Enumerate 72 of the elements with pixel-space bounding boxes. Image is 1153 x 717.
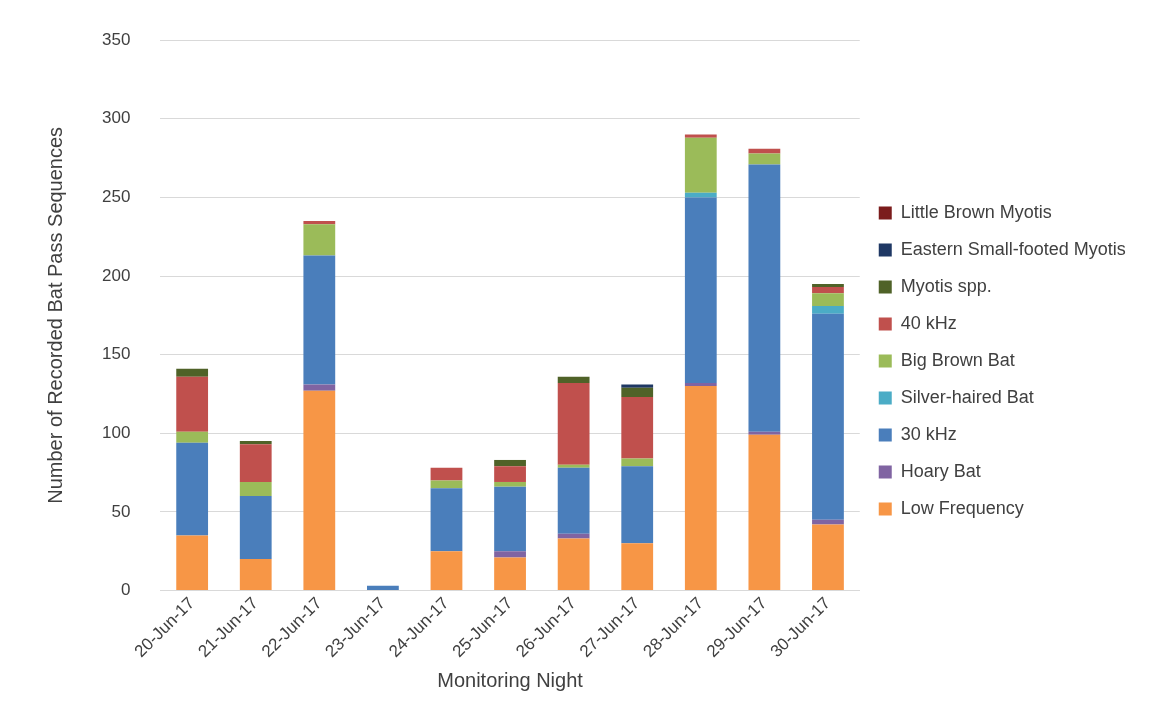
bar	[748, 434, 781, 590]
bar	[239, 481, 272, 497]
bar	[494, 459, 526, 467]
bar	[303, 221, 336, 225]
bar	[748, 153, 781, 165]
bar	[430, 488, 463, 552]
bar	[557, 533, 590, 539]
bar	[621, 466, 654, 544]
bar	[176, 431, 209, 443]
legend-label: 30 kHz	[900, 423, 957, 444]
legend-label: Big Brown Bat	[900, 349, 1015, 370]
bar	[176, 442, 209, 536]
bar	[621, 397, 654, 459]
bar	[494, 466, 526, 482]
bar	[621, 387, 654, 398]
y-tick-label: 350	[101, 29, 131, 49]
legend-label: 40 kHz	[900, 312, 957, 333]
bar	[176, 368, 209, 377]
bar	[494, 551, 526, 558]
x-axis-title: Monitoring Night	[437, 668, 584, 691]
bar	[621, 384, 654, 388]
bar	[430, 480, 463, 489]
bar	[557, 538, 590, 590]
bar	[557, 467, 590, 534]
y-tick-label: 0	[120, 580, 131, 600]
bar	[684, 137, 717, 193]
bar	[367, 585, 399, 590]
bar	[684, 386, 717, 590]
y-tick-label: 100	[101, 422, 131, 442]
legend-label: Silver-haired Bat	[900, 386, 1034, 407]
bar	[684, 197, 717, 383]
legend-label: Little Brown Myotis	[900, 201, 1052, 222]
bar	[684, 382, 717, 387]
bar	[303, 224, 336, 256]
bar	[621, 543, 654, 590]
bar	[621, 458, 654, 467]
bar	[176, 376, 209, 432]
bar	[557, 464, 590, 468]
bar	[494, 557, 526, 590]
bar	[557, 376, 590, 383]
bar	[812, 287, 844, 294]
bar	[494, 481, 526, 487]
y-tick-label: 50	[111, 501, 131, 521]
bar	[239, 444, 272, 482]
bar	[239, 496, 272, 559]
bar	[557, 382, 590, 465]
bar	[176, 535, 209, 590]
bar	[430, 467, 463, 481]
bar	[812, 313, 844, 520]
bar	[812, 283, 844, 288]
bar	[812, 293, 844, 306]
bar	[430, 551, 463, 590]
bar	[239, 441, 272, 445]
bar	[748, 431, 781, 435]
legend-label: Eastern Small-footed Myotis	[900, 238, 1126, 259]
bar	[494, 486, 526, 552]
bar	[303, 255, 336, 385]
bar	[239, 559, 272, 590]
legend-label: Myotis spp.	[900, 275, 992, 296]
y-tick-label: 300	[101, 108, 131, 128]
legend-label: Low Frequency	[900, 497, 1024, 518]
y-tick-label: 250	[101, 187, 131, 207]
bar	[303, 384, 336, 391]
y-tick-label: 200	[101, 265, 131, 285]
y-tick-label: 150	[101, 344, 131, 364]
bar	[684, 134, 717, 138]
y-axis-title: Number of Recorded Bat Pass Sequences	[43, 126, 66, 504]
bar	[812, 305, 844, 314]
legend-label: Hoary Bat	[900, 460, 981, 481]
bar	[812, 524, 844, 590]
bar	[748, 164, 781, 432]
bar	[303, 390, 336, 590]
